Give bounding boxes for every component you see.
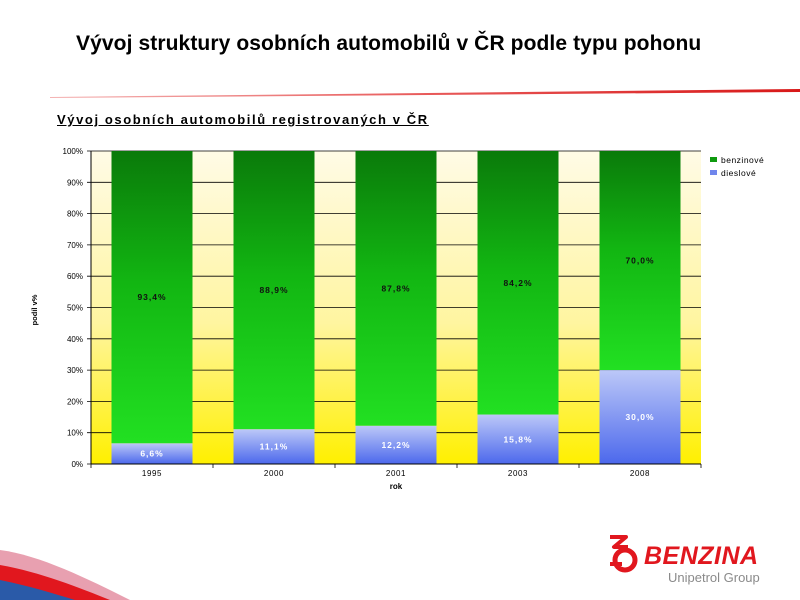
y-tick-label: 80% <box>67 210 83 219</box>
x-tick-label: 1995 <box>142 469 162 478</box>
legend-swatch <box>710 170 717 175</box>
data-label-dieslove: 6,6% <box>140 449 163 459</box>
y-tick-label: 100% <box>63 147 83 156</box>
chart-heading: Vývoj osobních automobilů registrovaných… <box>57 112 429 127</box>
logo-subtitle: Unipetrol Group <box>668 570 760 585</box>
y-tick-label: 40% <box>67 335 83 344</box>
x-tick-label: 2003 <box>508 469 528 478</box>
x-tick-label: 2008 <box>630 469 650 478</box>
y-tick-label: 70% <box>67 241 83 250</box>
data-label-benzinove: 87,8% <box>381 283 410 293</box>
x-tick-label: 2000 <box>264 469 284 478</box>
y-tick-label: 50% <box>67 304 83 313</box>
data-label-benzinove: 84,2% <box>503 278 532 288</box>
y-tick-label: 20% <box>67 397 83 406</box>
bar-dieslove <box>233 429 315 464</box>
y-tick-label: 60% <box>67 272 83 281</box>
data-label-benzinove: 88,9% <box>259 285 288 295</box>
x-axis-title: rok <box>390 482 403 491</box>
bar-dieslove <box>599 370 681 464</box>
y-tick-label: 10% <box>67 429 83 438</box>
legend-label: benzinové <box>721 155 764 165</box>
data-label-dieslove: 11,1% <box>260 442 289 452</box>
data-label-dieslove: 30,0% <box>625 412 654 422</box>
y-tick-label: 0% <box>71 460 83 469</box>
corner-decoration <box>0 550 130 600</box>
bar-benzinove <box>355 151 437 426</box>
y-tick-label: 30% <box>67 366 83 375</box>
data-label-benzinove: 93,4% <box>137 292 166 302</box>
legend-label: dieslové <box>721 168 756 178</box>
slide-title: Vývoj struktury osobních automobilů v ČR… <box>76 32 702 55</box>
y-tick-label: 90% <box>67 178 83 187</box>
data-label-dieslove: 15,8% <box>503 434 532 444</box>
y-axis-title: podíl v% <box>30 294 39 325</box>
data-label-dieslove: 12,2% <box>381 440 410 450</box>
data-label-benzinove: 70,0% <box>625 256 654 266</box>
benzina-logo-mark <box>610 535 638 573</box>
bar-dieslove <box>355 425 437 464</box>
bar-benzinove <box>599 151 681 371</box>
x-tick-label: 2001 <box>386 469 406 478</box>
bar-benzinove <box>111 151 193 444</box>
bar-dieslove <box>477 414 559 464</box>
bar-benzinove <box>477 151 559 415</box>
bar-dieslove <box>111 443 193 464</box>
legend-swatch <box>710 157 717 162</box>
bar-benzinove <box>233 151 315 430</box>
benzina-logo: BENZINA Unipetrol Group <box>606 532 776 588</box>
title-underline <box>50 89 800 98</box>
logo-name: BENZINA <box>644 542 759 570</box>
